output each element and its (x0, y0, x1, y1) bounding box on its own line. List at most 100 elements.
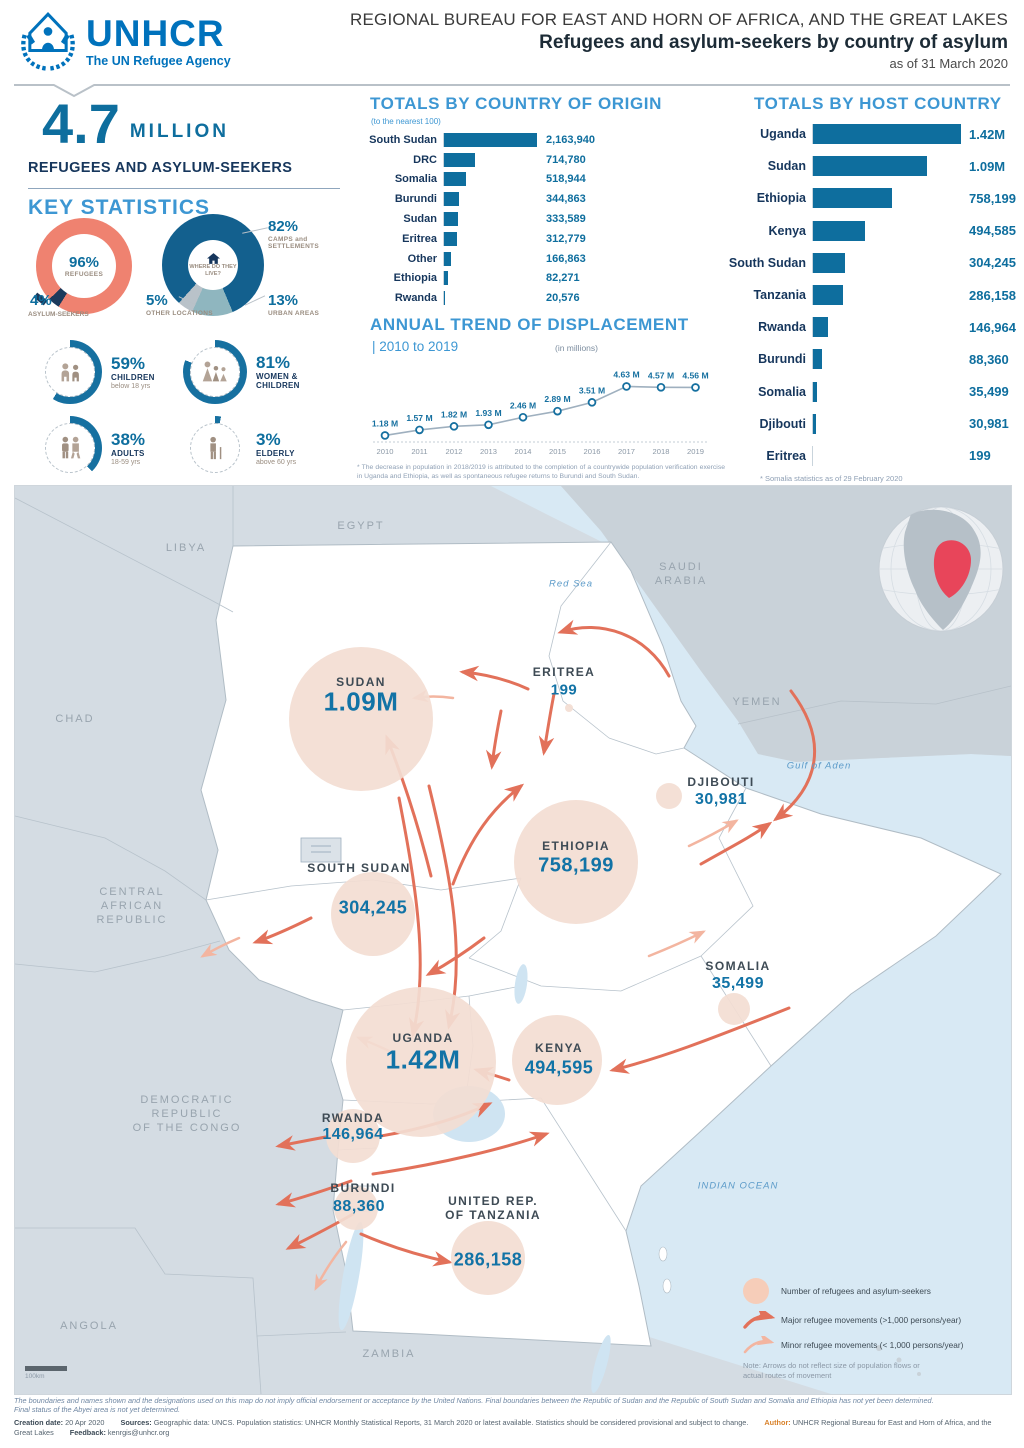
demographic-label: ELDERLY (256, 448, 295, 458)
map-legend: Number of refugees and asylum-seekers Ma… (743, 1278, 1001, 1380)
svg-text:2018: 2018 (653, 447, 670, 456)
host-value: 494,585 (969, 223, 1016, 239)
map-country-name: SOMALIA (705, 959, 771, 973)
origin-value: 2,163,940 (546, 133, 595, 146)
map-neighbor-label: ANGOLA (60, 1320, 118, 1332)
origin-bar-row: Eritrea 312,779 (365, 229, 721, 249)
host-country-label: South Sudan (728, 255, 806, 270)
feedback-label: Feedback: (69, 1427, 106, 1437)
population-circle (656, 783, 682, 809)
origin-chart-subtitle: (to the nearest 100) (371, 117, 441, 126)
svg-text:2015: 2015 (549, 447, 566, 456)
report-title: Refugees and asylum-seekers by country o… (539, 32, 1008, 53)
population-circle (334, 1186, 378, 1230)
page-title-block: REGIONAL BUREAU FOR EAST AND HORN OF AFR… (350, 10, 1008, 71)
other-locations-callout: 5% OTHER LOCATIONS (146, 292, 213, 317)
host-country-label: Eritrea (766, 448, 806, 463)
origin-bar-row: Rwanda 20,576 (365, 288, 721, 308)
origin-bar (444, 132, 537, 147)
host-bar-row: Uganda 1.42M (720, 118, 1022, 150)
demographic-pct: 3% (256, 429, 281, 449)
origin-country-label: Eritrea (402, 232, 437, 245)
origin-bar (444, 192, 459, 207)
feedback-email-link[interactable]: kenrgis@unhcr.org (107, 1427, 170, 1437)
sea-red-sea-gulf-indian-ocean (491, 486, 1011, 1394)
origin-value: 333,589 (546, 213, 586, 226)
origin-country-label: Rwanda (394, 292, 437, 305)
asylum-pct: 4% (30, 292, 52, 309)
map-neighbor-label: CENTRAL AFRICAN REPUBLIC (96, 886, 168, 926)
host-country-panel: TOTALS BY HOST COUNTRY Uganda 1.42M Sudan 1… (720, 94, 1022, 486)
trend-line-chart: 1.18 M 2010 1.57 M 2011 1.82 M 2012 1.93 M 2013… (365, 352, 721, 465)
locator-globe-icon (878, 506, 1004, 632)
origin-bar-row: Other 166,863 (365, 249, 721, 269)
svg-text:2010: 2010 (377, 447, 394, 456)
legend-minor-item: Minor refugee movements (< 1,000 persons… (743, 1336, 1001, 1354)
legend-circle-item: Number of refugees and asylum-seekers (743, 1278, 1001, 1304)
map-country-value: 1.42M (385, 1044, 461, 1075)
map-disclaimer: The boundaries and names shown and the d… (14, 1396, 934, 1414)
major-arrow-icon (743, 1311, 776, 1329)
demographic-donut-chart (38, 340, 102, 404)
host-value: 1.42M (969, 126, 1006, 142)
host-bar (813, 156, 927, 177)
svg-text:4.57 M: 4.57 M (648, 370, 674, 380)
children-icon (61, 363, 79, 382)
map-neighbor-label: ZAMBIA (362, 1348, 416, 1360)
host-bar-row: Djibouti 30,981 (720, 408, 1022, 440)
origin-bar-row: Burundi 344,863 (365, 189, 721, 209)
total-headline: 4.7 MILLION (42, 96, 229, 152)
total-value: 4.7 (42, 92, 120, 155)
origin-bar (444, 271, 448, 286)
svg-text:2019: 2019 (687, 447, 704, 456)
header-divider-notch (52, 84, 96, 98)
host-bar (813, 381, 817, 402)
author-text: UNHCR Regional Bureau for East and Horn … (14, 1418, 992, 1437)
origin-country-label: Ethiopia (393, 272, 437, 285)
origin-country-label: Other (407, 252, 437, 265)
sources-label: Sources: (120, 1418, 152, 1427)
demographic-donut-chart (183, 416, 247, 480)
divider (28, 188, 340, 189)
origin-value: 312,779 (546, 232, 586, 245)
map-country-name: KENYA (535, 1041, 583, 1055)
origin-value: 518,944 (546, 173, 586, 186)
urban-areas-callout: 13% URBAN AREAS (268, 292, 320, 317)
map-country-value: 199 (550, 681, 578, 699)
map-water-label: Red Sea (549, 578, 593, 590)
svg-text:2014: 2014 (515, 447, 532, 456)
host-bar-row: Ethiopia 758,199 (720, 182, 1022, 214)
origin-country-label: South Sudan (369, 133, 437, 146)
camps-callout: 82% CAMPS and SETTLEMENTS (268, 218, 319, 250)
map-country-value: 304,245 (338, 897, 408, 918)
host-bar-row: Burundi 88,360 (720, 343, 1022, 375)
map-country-value: 146,964 (322, 1126, 384, 1143)
islands (876, 1345, 921, 1376)
host-country-label: Tanzania (753, 288, 806, 303)
footer: The boundaries and names shown and the d… (14, 1396, 1010, 1437)
map-country-name: ERITREA (532, 665, 596, 679)
host-footnote: * Somalia statistics as of 29 February 2… (760, 474, 903, 483)
author-label: Author: (764, 1418, 791, 1427)
demographic-donut-chart (183, 340, 247, 404)
legend-note: Note: Arrows do not reflect size of popu… (743, 1361, 920, 1380)
map-country-value: 30,981 (695, 791, 747, 808)
demographic-sublabel: 18-59 yrs (111, 458, 141, 466)
footer-meta: Creation date: 20 Apr 2020 Sources: Geog… (14, 1418, 1010, 1437)
population-circle (451, 1221, 525, 1295)
house-icon (206, 252, 220, 264)
host-bar (813, 188, 893, 209)
host-chart-title: TOTALS BY HOST COUNTRY (754, 94, 1002, 113)
svg-text:1.57 M: 1.57 M (406, 413, 432, 423)
origin-bar (444, 152, 475, 167)
population-circle (718, 993, 750, 1025)
population-circle (326, 1109, 380, 1163)
trend-chart-title: ANNUAL TREND OF DISPLACEMENT (370, 315, 689, 334)
origin-bar-row: South Sudan 2,163,940 (365, 130, 721, 150)
svg-text:3.51 M: 3.51 M (579, 385, 605, 395)
origin-bar (444, 291, 445, 306)
neighbor-borders (15, 486, 347, 1394)
abyei-area (300, 837, 342, 863)
population-donut-chart: 96% REFUGEES (36, 218, 132, 314)
origin-bar-row: DRC 714,780 (365, 150, 721, 170)
